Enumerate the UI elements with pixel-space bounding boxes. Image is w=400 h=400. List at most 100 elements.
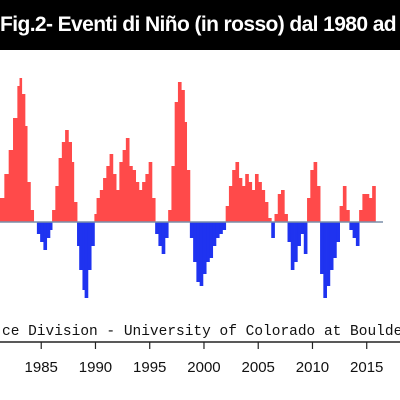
x-tick-label: 1990 — [79, 359, 112, 376]
enso-bar — [61, 142, 66, 222]
enso-bar — [274, 214, 279, 222]
enso-bar — [329, 222, 334, 270]
enso-bar — [365, 194, 370, 222]
enso-bar — [238, 178, 243, 222]
enso-bar — [96, 198, 101, 222]
enso-bar — [164, 222, 169, 238]
enso-bar — [103, 178, 107, 222]
enso-bar — [290, 222, 295, 270]
enso-bar — [84, 222, 89, 298]
enso-bar — [155, 222, 159, 234]
x-tick-label: 2015 — [350, 359, 383, 376]
enso-bar — [219, 222, 223, 234]
enso-bar — [181, 90, 185, 222]
enso-bar — [148, 162, 153, 222]
enso-bar — [303, 222, 308, 254]
x-tick-label: 1985 — [25, 359, 58, 376]
enso-bar — [77, 222, 80, 246]
enso-bar — [168, 210, 172, 222]
enso-bar — [316, 186, 321, 222]
enso-bar — [215, 222, 220, 238]
enso-bar — [58, 158, 63, 222]
enso-bar — [135, 182, 140, 222]
enso-bar — [46, 222, 51, 238]
enso-bar — [145, 174, 150, 222]
enso-bar — [21, 94, 26, 222]
enso-bar — [281, 190, 285, 222]
enso-bar — [342, 186, 347, 222]
enso-bar — [161, 222, 166, 254]
enso-bar — [297, 222, 301, 246]
enso-bar — [368, 198, 373, 222]
enso-bar — [310, 170, 314, 222]
enso-bar — [71, 162, 75, 222]
enso-bar — [235, 162, 240, 222]
enso-bar — [184, 122, 188, 222]
enso-bar — [36, 222, 41, 234]
enso-bar — [99, 190, 104, 222]
enso-bar — [199, 222, 204, 286]
enso-bar — [8, 150, 14, 222]
enso-bar — [65, 130, 69, 222]
enso-bar — [271, 222, 275, 238]
enso-bar — [109, 154, 114, 222]
enso-bar — [151, 198, 156, 222]
enso-bar — [209, 222, 214, 258]
enso-bar — [339, 206, 344, 222]
enso-bar — [27, 182, 31, 222]
enso-bar — [4, 174, 10, 222]
enso-bar — [222, 222, 227, 230]
enso-bar — [284, 214, 288, 222]
enso-bar — [138, 190, 143, 222]
enso-bar — [24, 126, 28, 222]
enso-bar — [73, 202, 78, 222]
enso-bar — [212, 222, 217, 246]
enso-bar — [119, 162, 123, 222]
x-tick-label: 2005 — [242, 359, 275, 376]
enso-bar — [313, 162, 318, 222]
enso-bar — [55, 186, 59, 222]
enso-bar — [352, 222, 357, 238]
enso-bar — [362, 194, 367, 222]
enso-bar — [241, 186, 246, 222]
enso-bar — [177, 82, 182, 222]
enso-bar — [52, 210, 56, 222]
enso-bar — [142, 182, 146, 222]
enso-bar — [186, 170, 191, 222]
enso-bar — [79, 222, 83, 270]
enso-bar — [264, 202, 269, 222]
enso-bar — [13, 118, 18, 222]
enso-bar — [106, 166, 110, 222]
enso-bar — [232, 170, 236, 222]
credit-text: ce Division - University of Colorado at … — [2, 324, 400, 340]
enso-chart: ce Division - University of Colorado at … — [0, 78, 400, 376]
x-tick-label: 1995 — [133, 359, 166, 376]
enso-bar — [30, 210, 35, 222]
enso-bar — [294, 222, 298, 262]
enso-bar — [333, 222, 337, 258]
enso-bar — [326, 222, 331, 286]
enso-bar — [206, 222, 210, 262]
enso-bar — [129, 166, 133, 222]
chart-title: Fig.2- Eventi di Niño (in rosso) dal 198… — [0, 0, 400, 50]
enso-bar — [355, 222, 360, 246]
enso-bar — [277, 194, 282, 222]
enso-bar — [171, 166, 176, 222]
enso-bar — [202, 222, 207, 274]
enso-bar — [346, 210, 350, 222]
enso-bar — [19, 78, 23, 222]
enso-bar — [43, 222, 48, 250]
enso-bar — [82, 222, 86, 290]
enso-bar — [287, 222, 292, 242]
enso-bar — [261, 190, 266, 222]
enso-bar — [336, 222, 340, 242]
enso-bar — [372, 186, 376, 222]
enso-bar — [122, 150, 127, 222]
enso-bar — [300, 222, 305, 234]
enso-bar — [307, 198, 311, 222]
enso-bar — [349, 222, 354, 230]
enso-bar — [320, 222, 324, 274]
enso-bar — [193, 222, 197, 262]
enso-bar — [251, 190, 256, 222]
x-axis-ticks: 1985 1990 1995 2000 2005 2010 2015 — [25, 342, 383, 376]
